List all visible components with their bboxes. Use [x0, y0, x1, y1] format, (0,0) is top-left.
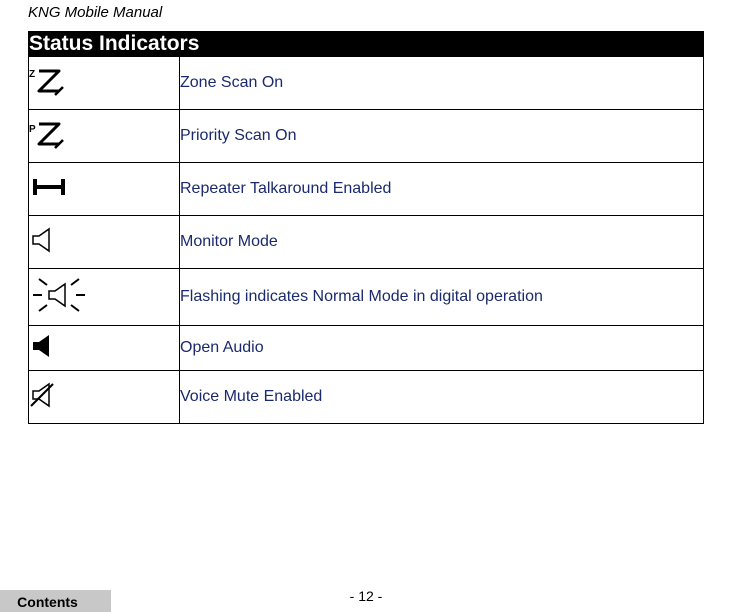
table-heading: Status Indicators [29, 32, 704, 57]
row-desc: Monitor Mode [180, 216, 704, 269]
talkaround-icon [29, 177, 69, 202]
table-row: P Priority Scan On [29, 110, 704, 163]
row-desc: Voice Mute Enabled [180, 371, 704, 424]
speaker-mute-icon [29, 380, 63, 415]
row-desc: Repeater Talkaround Enabled [180, 163, 704, 216]
document-title: KNG Mobile Manual [28, 4, 704, 21]
speaker-outline-icon [29, 225, 59, 260]
zone-scan-z-icon: Z [29, 65, 69, 102]
table-row: Flashing indicates Normal Mode in digita… [29, 269, 704, 326]
row-desc: Open Audio [180, 326, 704, 371]
status-table: Status Indicators Z Zone Scan On P [28, 31, 704, 424]
table-row: Z Zone Scan On [29, 57, 704, 110]
contents-button[interactable]: Contents [0, 590, 111, 612]
row-desc: Zone Scan On [180, 57, 704, 110]
table-row: Monitor Mode [29, 216, 704, 269]
svg-text:Z: Z [29, 69, 35, 80]
table-row: Voice Mute Enabled [29, 371, 704, 424]
table-row: Open Audio [29, 326, 704, 371]
table-header-row: Status Indicators [29, 32, 704, 57]
speaker-solid-icon [29, 332, 59, 365]
row-desc: Flashing indicates Normal Mode in digita… [180, 269, 704, 326]
row-desc: Priority Scan On [180, 110, 704, 163]
speaker-flashing-icon [29, 273, 89, 322]
zone-scan-p-icon: P [29, 118, 69, 155]
table-row: Repeater Talkaround Enabled [29, 163, 704, 216]
svg-text:P: P [29, 124, 36, 135]
